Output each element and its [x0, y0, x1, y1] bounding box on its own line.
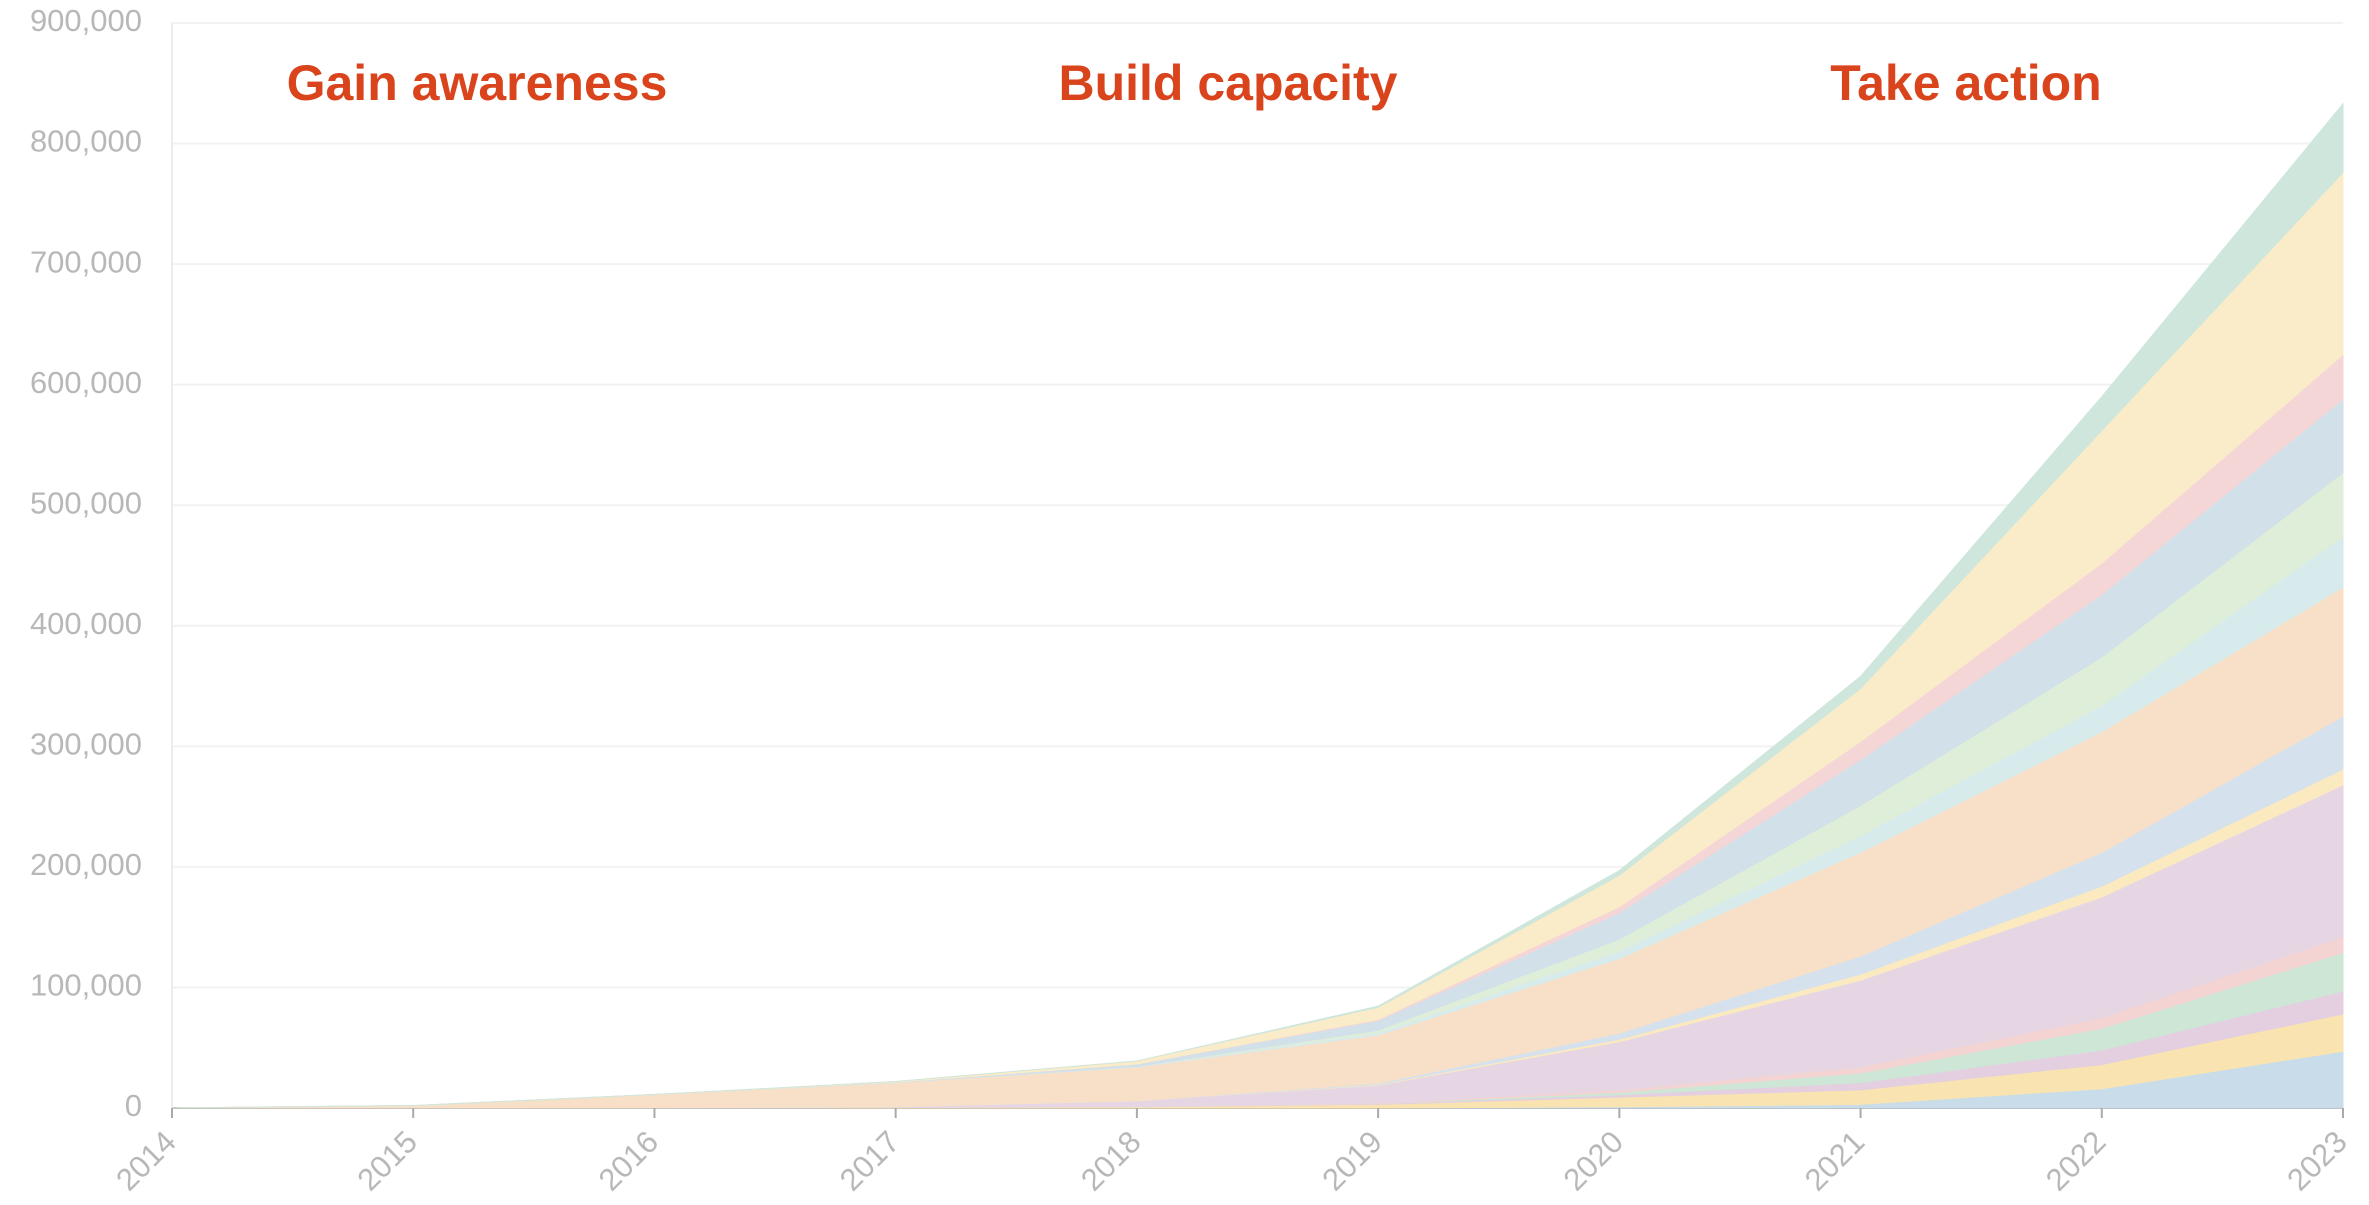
x-tick-label: 2021: [1798, 1124, 1872, 1198]
y-tick-label: 200,000: [30, 847, 142, 882]
annotation: Take action: [1830, 55, 2101, 111]
y-tick-label: 300,000: [30, 727, 142, 762]
y-tick-label: 900,000: [30, 3, 142, 38]
y-tick-label: 700,000: [30, 244, 142, 279]
y-tick-label: 400,000: [30, 606, 142, 641]
x-tick-label: 2022: [2039, 1124, 2113, 1198]
x-tick-label: 2023: [2280, 1124, 2354, 1198]
x-tick-label: 2014: [109, 1124, 183, 1198]
x-tick-label: 2015: [350, 1124, 424, 1198]
y-tick-label: 600,000: [30, 365, 142, 400]
annotation: Build capacity: [1059, 55, 1398, 111]
x-tick-label: 2017: [833, 1124, 907, 1198]
y-tick-label: 0: [125, 1088, 142, 1123]
area: [171, 102, 2344, 1109]
x-tick-label: 2018: [1074, 1124, 1148, 1198]
y-tick-label: 800,000: [30, 124, 142, 159]
y-tick-label: 100,000: [30, 968, 142, 1003]
x-tick-label: 2016: [592, 1124, 666, 1198]
x-tick-label: 2020: [1557, 1124, 1631, 1198]
x-tick-label: 2019: [1315, 1124, 1389, 1198]
annotation: Gain awareness: [287, 55, 668, 111]
grid: [171, 22, 2343, 1109]
areas: [171, 102, 2344, 1109]
y-tick-label: 500,000: [30, 485, 142, 520]
